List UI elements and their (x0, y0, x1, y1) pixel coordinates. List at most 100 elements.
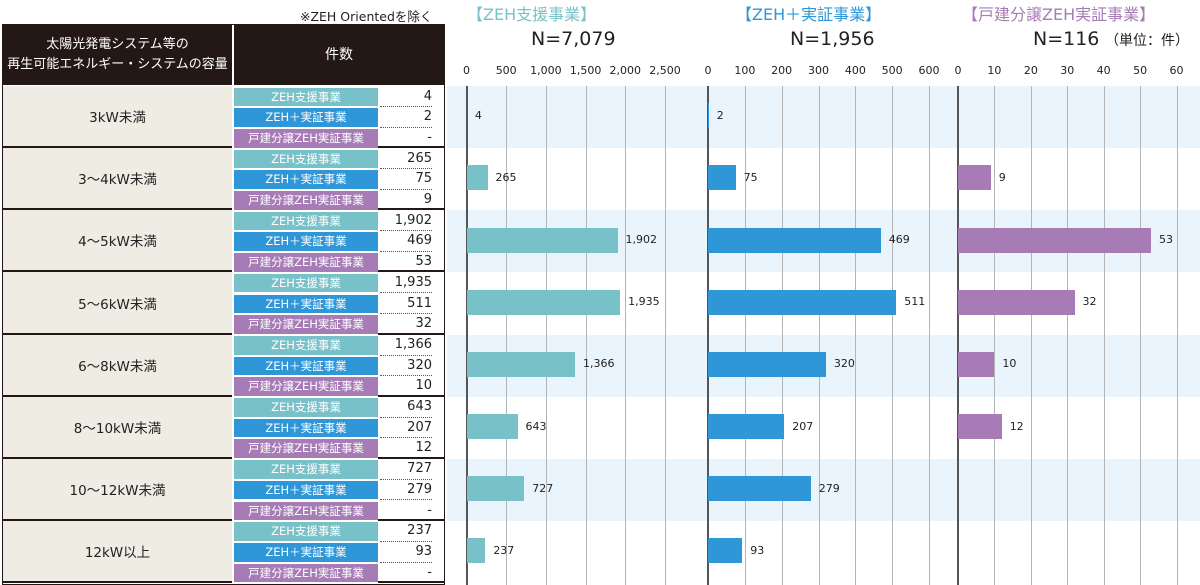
gridline (1103, 86, 1105, 585)
count-value: 12 (415, 440, 432, 456)
bar-value-label: 237 (493, 543, 515, 557)
gridline (929, 86, 930, 585)
gridline (665, 86, 666, 585)
program-label: ZEH支援事業 (234, 211, 378, 231)
chart-row-band (447, 458, 1200, 522)
x-tick-label: 400 (844, 64, 866, 77)
bar-value-label: 643 (525, 419, 547, 433)
x-tick-label: 0 (704, 64, 712, 77)
count-cells-bg (378, 210, 444, 273)
x-tick-label: 0 (954, 64, 962, 77)
x-tick-label: 50 (1133, 64, 1148, 77)
panel-n-label: N=1,956 (790, 28, 875, 50)
bar (708, 476, 811, 502)
capacity-category: 3～4kW未満 (3, 148, 232, 211)
gridline (585, 86, 587, 585)
program-label: ZEH支援事業 (234, 460, 378, 479)
count-value: 75 (380, 169, 432, 190)
gridline (1067, 86, 1069, 585)
program-label: 戸建分譲ZEH実証事業 (234, 191, 378, 210)
x-tick-label: 100 (734, 64, 756, 77)
bar (708, 165, 736, 191)
panel-n-label: N=116 (1033, 28, 1100, 50)
gridline (781, 86, 783, 585)
program-label: ZEH支援事業 (234, 149, 378, 169)
unit-label: （単位：件） (1105, 33, 1189, 49)
program-label: ZEH＋実証事業 (234, 480, 378, 500)
bar (958, 351, 995, 377)
x-tick-label: 2,000 (609, 64, 642, 77)
capacity-category: 6～8kW未満 (3, 334, 232, 397)
count-value: 2 (380, 107, 432, 128)
count-value: 511 (380, 294, 432, 315)
bar (958, 289, 1075, 315)
count-value: 4 (380, 87, 432, 108)
program-label: 戸建分譲ZEH実証事業 (234, 128, 378, 148)
count-cells-bg (378, 334, 444, 397)
x-tick-label: 0 (463, 64, 470, 77)
count-cells-bg (378, 148, 444, 211)
table-header (3, 25, 444, 85)
panel-n-label: N=7,079 (531, 28, 616, 50)
bar-value-label: 207 (792, 419, 814, 433)
bar (466, 289, 621, 315)
bar-value-label: 4 (474, 108, 482, 122)
header-capacity-label: 太陽光発電システム等の 再生可能エネルギー・システムの容量 (3, 35, 232, 77)
gridline (1030, 86, 1032, 585)
count-value: - (427, 564, 432, 580)
bar (466, 351, 575, 377)
program-label: ZEH＋実証事業 (234, 232, 378, 252)
program-label: ZEH支援事業 (234, 522, 378, 541)
program-label: 戸建分譲ZEH実証事業 (234, 501, 378, 521)
gridline (506, 86, 508, 585)
program-label: ZEH支援事業 (234, 398, 378, 417)
bar-value-label: 265 (495, 170, 517, 184)
chart-row-band (447, 86, 1200, 149)
bar-value-label: 727 (532, 481, 554, 495)
count-value: 643 (380, 397, 432, 418)
capacity-category: 3kW未満 (3, 86, 232, 149)
bar (466, 165, 488, 191)
bar-value-label: 469 (888, 233, 910, 247)
bar-value-label: 12 (1009, 419, 1024, 433)
program-label: ZEH＋実証事業 (234, 542, 378, 562)
x-tick-label: 10 (987, 64, 1002, 77)
count-value: 32 (415, 316, 432, 332)
program-label: ZEH＋実証事業 (234, 108, 378, 127)
y-axis-line (465, 86, 468, 585)
bar (708, 227, 881, 253)
x-tick-label: 20 (1023, 64, 1038, 77)
bar-value-label: 2 (716, 108, 724, 122)
program-label: ZEH支援事業 (234, 87, 378, 107)
program-label: 戸建分譲ZEH実証事業 (234, 377, 378, 396)
bar-value-label: 279 (818, 481, 840, 495)
count-value: 9 (423, 192, 432, 207)
header-divider (232, 25, 234, 85)
y-axis-line (957, 86, 959, 585)
program-label: 戸建分譲ZEH実証事業 (234, 563, 378, 583)
bar-value-label: 32 (1082, 295, 1097, 309)
x-tick-label: 300 (808, 64, 829, 77)
header-capacity-line: 再生可能エネルギー・システムの容量 (7, 57, 228, 72)
capacity-category: 8～10kW未満 (3, 396, 232, 459)
count-value: 207 (380, 418, 432, 439)
gridline (1176, 86, 1178, 585)
x-tick-label: 600 (918, 64, 940, 77)
count-cells-bg (378, 86, 444, 149)
bar (708, 538, 743, 564)
bar (466, 476, 525, 502)
count-cells-bg (378, 521, 444, 584)
bar (708, 351, 826, 377)
count-value: 10 (415, 378, 432, 394)
capacity-category: 5～6kW未満 (3, 272, 232, 335)
bar-value-label: 320 (833, 357, 855, 371)
bar (958, 227, 1151, 253)
capacity-category: 12kW以上 (3, 521, 232, 584)
bar-value-label: 511 (904, 295, 926, 309)
x-tick-label: 2,500 (649, 64, 681, 77)
count-value: 1,935 (380, 273, 432, 294)
program-label: ZEH＋実証事業 (234, 294, 378, 314)
count-value: - (427, 129, 432, 145)
x-tick-label: 1,000 (530, 64, 562, 77)
